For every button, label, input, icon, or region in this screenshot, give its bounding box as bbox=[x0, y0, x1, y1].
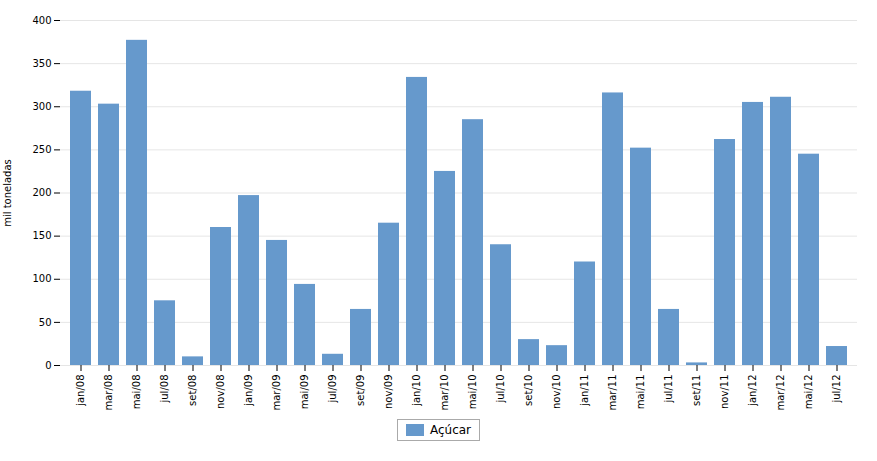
svg-text:jan/10: jan/10 bbox=[411, 375, 422, 407]
svg-text:nov/08: nov/08 bbox=[215, 375, 226, 409]
svg-text:mar/12: mar/12 bbox=[775, 375, 786, 411]
svg-text:set/10: set/10 bbox=[523, 375, 534, 406]
svg-text:jul/09: jul/09 bbox=[327, 375, 338, 404]
svg-text:jan/08: jan/08 bbox=[75, 375, 86, 407]
svg-text:mai/12: mai/12 bbox=[803, 375, 814, 410]
svg-text:0: 0 bbox=[45, 360, 51, 371]
svg-text:set/08: set/08 bbox=[187, 375, 198, 406]
svg-text:jan/12: jan/12 bbox=[747, 375, 758, 407]
svg-text:mai/10: mai/10 bbox=[467, 375, 478, 410]
svg-text:200: 200 bbox=[32, 187, 51, 198]
svg-text:100: 100 bbox=[32, 273, 51, 284]
svg-text:nov/10: nov/10 bbox=[551, 375, 562, 409]
svg-text:250: 250 bbox=[32, 144, 51, 155]
svg-text:350: 350 bbox=[32, 58, 51, 69]
svg-text:nov/11: nov/11 bbox=[719, 375, 730, 409]
svg-text:jan/09: jan/09 bbox=[243, 375, 254, 407]
svg-text:mil toneladas: mil toneladas bbox=[2, 159, 13, 227]
svg-text:set/11: set/11 bbox=[691, 375, 702, 406]
svg-text:nov/09: nov/09 bbox=[383, 375, 394, 409]
svg-text:jul/11: jul/11 bbox=[663, 375, 674, 404]
svg-text:set/09: set/09 bbox=[355, 375, 366, 406]
svg-text:mai/08: mai/08 bbox=[131, 375, 142, 410]
html-text:Açúcar: Açúcar bbox=[430, 423, 471, 437]
svg-text:mar/09: mar/09 bbox=[271, 375, 282, 411]
svg-text:150: 150 bbox=[32, 230, 51, 241]
svg-text:jan/11: jan/11 bbox=[579, 375, 590, 407]
svg-text:mai/09: mai/09 bbox=[299, 375, 310, 410]
svg-text:400: 400 bbox=[32, 15, 51, 26]
svg-text:mar/10: mar/10 bbox=[439, 375, 450, 411]
svg-text:mar/11: mar/11 bbox=[607, 375, 618, 411]
svg-text:jul/12: jul/12 bbox=[831, 375, 842, 404]
svg-text:mai/11: mai/11 bbox=[635, 375, 646, 410]
svg-text:jul/10: jul/10 bbox=[495, 375, 506, 404]
svg-text:300: 300 bbox=[32, 101, 51, 112]
svg-text:mar/08: mar/08 bbox=[103, 375, 114, 411]
svg-text:jul/08: jul/08 bbox=[159, 375, 170, 404]
svg-text:50: 50 bbox=[39, 317, 52, 328]
